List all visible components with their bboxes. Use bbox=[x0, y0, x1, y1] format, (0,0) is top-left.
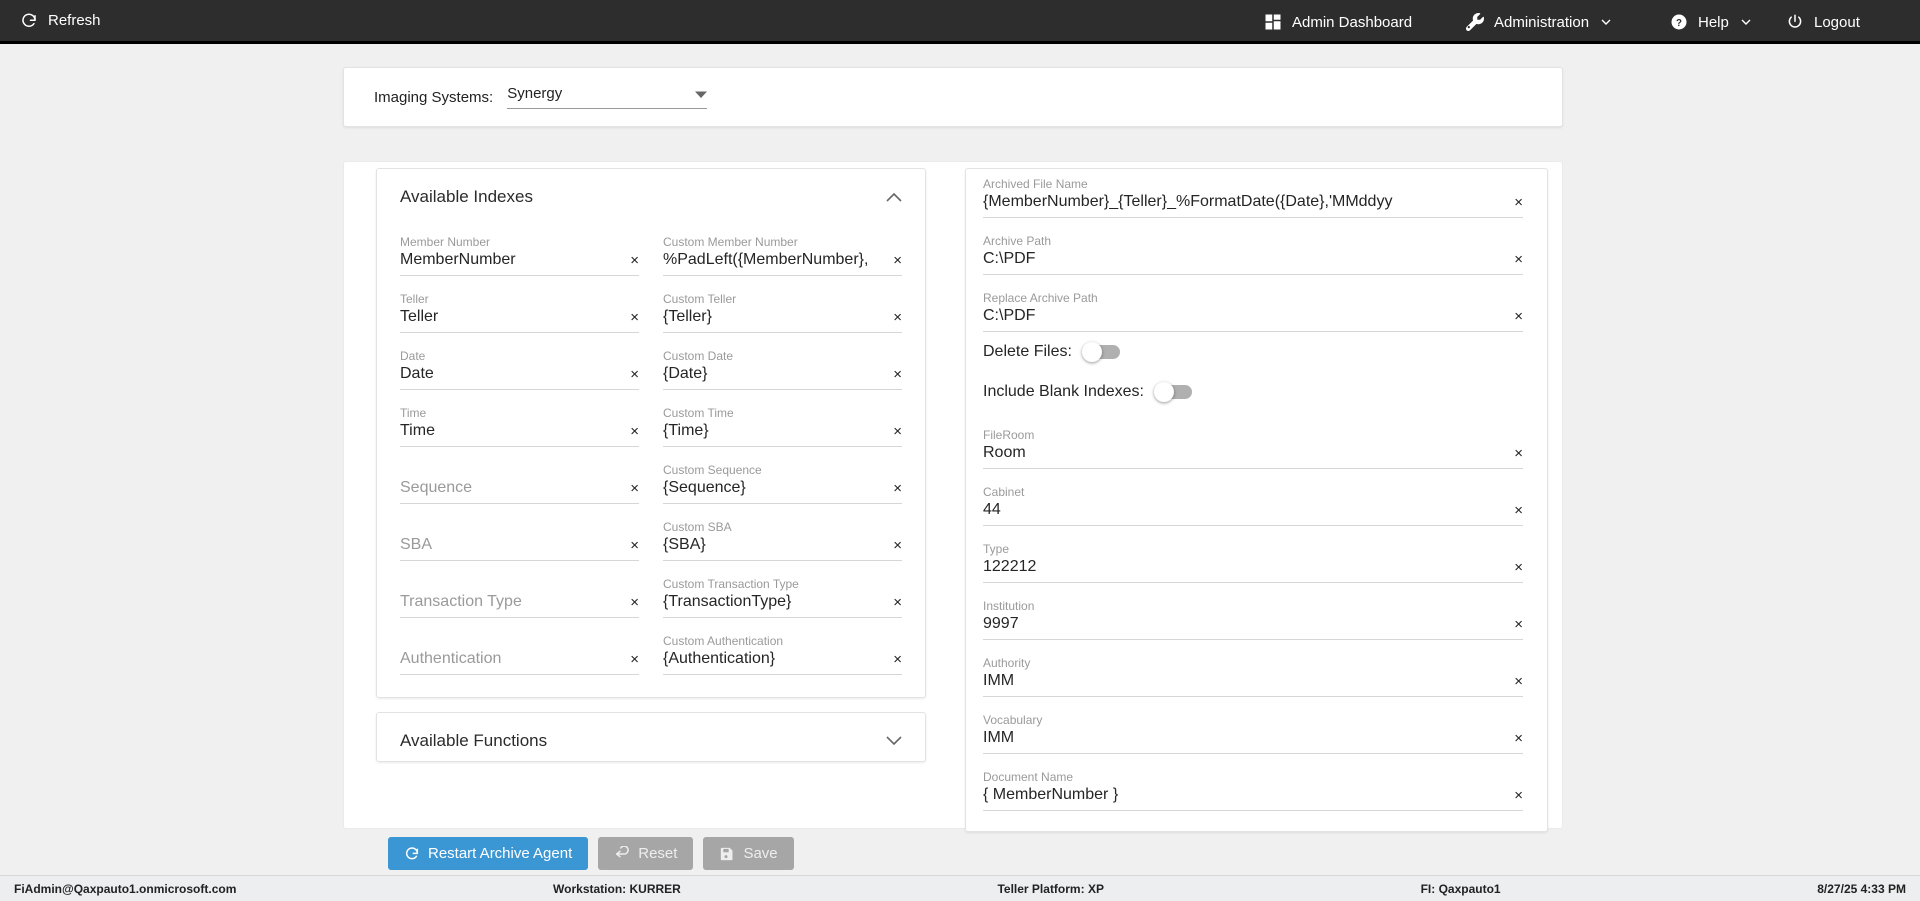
svg-text:?: ? bbox=[1676, 18, 1682, 29]
